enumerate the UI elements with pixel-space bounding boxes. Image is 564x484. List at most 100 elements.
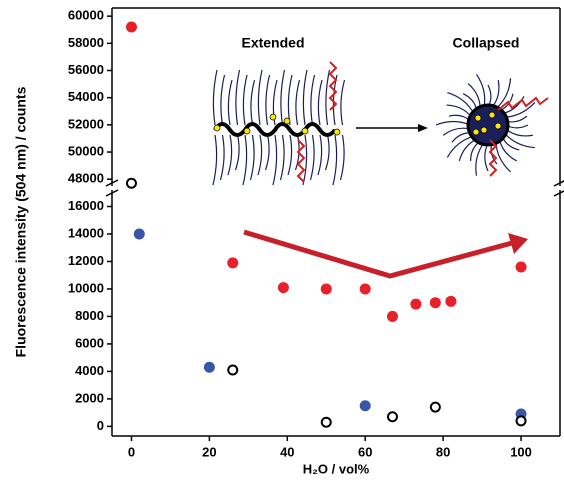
annotation: Collapsed	[453, 35, 520, 51]
side-chain	[324, 134, 330, 171]
y-tick-label: 54000	[68, 89, 104, 104]
axis-break	[105, 179, 119, 187]
side-chain	[227, 134, 233, 176]
side-chain	[325, 69, 331, 126]
red-chain	[497, 96, 549, 111]
side-chain	[242, 74, 248, 126]
x-tick-label: 80	[436, 444, 450, 459]
y-tick-label: 58000	[68, 35, 104, 50]
annotation: Extended	[241, 35, 304, 51]
side-chain	[475, 73, 486, 108]
data-point	[359, 400, 371, 412]
y-tick-label: 0	[97, 418, 104, 433]
side-chain	[309, 134, 315, 181]
data-point	[386, 411, 398, 423]
side-chain	[484, 142, 489, 172]
dye	[301, 127, 309, 135]
dye	[488, 111, 496, 119]
side-chain	[265, 74, 271, 126]
y-tick-label: 52000	[68, 116, 104, 131]
side-chain	[234, 134, 240, 171]
data-point	[133, 228, 145, 240]
y-tick-label: 2000	[75, 390, 104, 405]
y-tick-label: 10000	[68, 280, 104, 295]
side-chain	[310, 74, 316, 126]
side-chain	[475, 142, 485, 176]
data-point	[227, 257, 239, 269]
dye	[472, 128, 480, 136]
side-chain	[272, 79, 278, 126]
side-chain	[340, 79, 346, 126]
x-tick-label: 20	[202, 444, 216, 459]
side-chain	[339, 134, 345, 181]
y-tick-label: 16000	[68, 198, 104, 213]
data-point	[445, 295, 457, 307]
side-chain	[257, 69, 263, 126]
data-point	[320, 283, 332, 295]
data-point	[203, 361, 215, 373]
y-axis-label: Fluorescence intensity (504 nm) / counts	[13, 86, 29, 357]
y-tick-label: 48000	[68, 171, 104, 186]
side-chain	[467, 83, 481, 109]
side-chain	[435, 120, 471, 126]
side-chain	[287, 134, 293, 176]
side-chain	[220, 74, 226, 126]
side-chain	[287, 74, 293, 126]
side-chain	[302, 134, 308, 186]
side-chain	[219, 134, 225, 181]
side-chain	[458, 138, 478, 162]
trend-arrowhead	[508, 233, 528, 254]
dye	[480, 126, 488, 134]
side-chain	[302, 69, 308, 126]
backbone	[213, 122, 337, 137]
data-point	[359, 283, 371, 295]
collapsed-core	[466, 103, 510, 147]
dye	[494, 122, 502, 130]
y-tick-label: 14000	[68, 225, 104, 240]
y-tick-label: 4000	[75, 363, 104, 378]
trend-arrow	[243, 229, 513, 279]
dye	[243, 127, 251, 135]
y-tick-label: 12000	[68, 253, 104, 268]
dye	[333, 128, 341, 136]
side-chain	[257, 134, 263, 176]
side-chain	[272, 134, 278, 186]
side-chain	[317, 134, 323, 176]
x-tick-label: 0	[128, 444, 135, 459]
data-point	[320, 416, 332, 428]
side-chain	[250, 79, 256, 126]
dye	[213, 124, 221, 132]
side-chain	[227, 79, 233, 126]
data-point	[515, 261, 527, 273]
y-tick-label: 50000	[68, 143, 104, 158]
data-point	[515, 415, 527, 427]
data-point	[277, 282, 289, 294]
dye	[283, 117, 291, 125]
side-chain	[447, 92, 475, 115]
axis-break	[553, 180, 564, 187]
side-chain	[498, 138, 517, 162]
dye	[269, 113, 277, 121]
side-chain	[317, 79, 323, 126]
side-chain	[249, 134, 255, 181]
side-chain	[264, 134, 270, 171]
data-point	[429, 297, 441, 309]
side-chain	[442, 127, 471, 136]
side-chain	[280, 69, 286, 126]
axis-break	[553, 190, 564, 197]
inset-arrowhead	[418, 124, 428, 132]
data-point	[125, 21, 137, 33]
side-chain	[446, 135, 475, 158]
data-point	[125, 177, 137, 189]
side-chain	[295, 79, 301, 126]
side-chain	[332, 134, 338, 186]
side-chain	[495, 141, 511, 173]
red-chain	[296, 139, 306, 183]
side-chain	[505, 128, 533, 137]
x-tick-label: 40	[280, 444, 294, 459]
data-point	[410, 298, 422, 310]
axis-break	[105, 189, 119, 197]
y-tick-label: 56000	[68, 62, 104, 77]
